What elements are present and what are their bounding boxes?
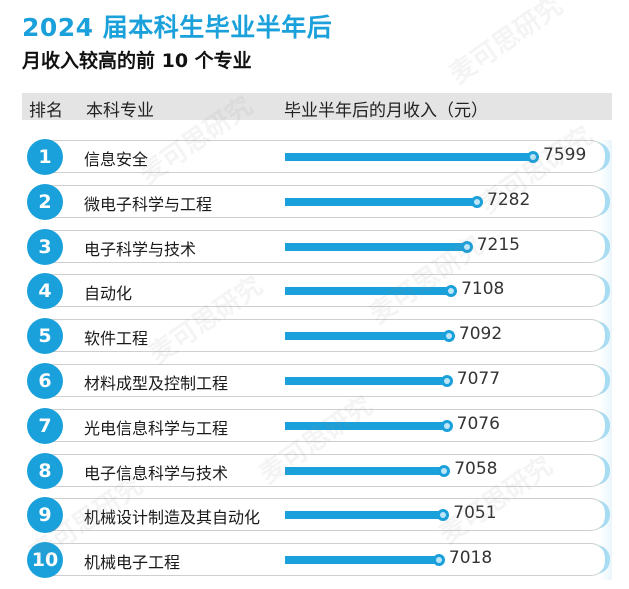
rank-badge: 5 [27,318,63,355]
bar-end-dot [437,509,450,522]
bar-end-dot [442,330,455,343]
table-row: 7 光电信息科学与工程 7076 [0,406,629,446]
salary-bar [285,466,445,475]
header-major: 本科专业 [86,101,154,121]
salary-bar [285,377,447,385]
table-row: 2 微电子科学与工程 7282 [0,182,629,222]
bar-end-dot [440,375,453,387]
bar-end-dot [471,195,484,208]
major-label: 机械设计制造及其自动化 [84,508,261,528]
table-header: 排名 本科专业 毕业半年后的月收入（元） [22,93,612,121]
salary-value: 7076 [456,413,500,434]
row-pill-accent [596,545,610,575]
chart-title: 2024 届本科生毕业半年后 [22,13,333,42]
table-row: 10 机械电子工程 7018 [0,540,629,580]
row-pill-accent [596,231,610,261]
row-pill-accent [596,455,610,485]
rank-badge: 6 [27,363,63,399]
table-row: 3 电子科学与技术 7215 [0,227,629,267]
table-row: 5 软件工程 7092 [0,316,629,356]
major-label: 信息安全 [84,150,149,169]
major-label: 电子信息科学与技术 [84,463,229,483]
salary-value: 7282 [487,189,531,210]
table-row: 1 信息安全 7599 [0,137,629,177]
row-pill-accent [596,500,610,530]
salary-bar [285,511,444,520]
salary-bar [285,153,533,161]
rank-badge: 2 [27,183,63,220]
salary-bar [285,242,467,251]
salary-bar [285,287,452,296]
row-pill-accent [596,366,610,395]
bar-end-dot [438,464,451,477]
major-label: 微电子科学与工程 [84,194,213,214]
rank-badge: 10 [27,542,63,579]
rank-badge: 1 [27,139,63,175]
major-label: 软件工程 [84,329,149,349]
salary-value: 7092 [458,324,503,345]
table-row: 4 自动化 7108 [0,271,629,311]
bar-end-dot [440,419,453,432]
major-label: 机械电子工程 [84,553,181,573]
rank-badge: 3 [27,228,63,265]
salary-value: 7599 [543,145,587,165]
salary-value: 7051 [453,503,497,524]
salary-bar [285,556,439,565]
bar-end-dot [460,240,473,253]
rank-badge: 7 [27,407,63,444]
header-salary: 毕业半年后的月收入（元） [284,101,488,121]
bar-end-dot [445,285,458,298]
chart-subtitle: 月收入较高的前 10 个专业 [22,50,252,72]
salary-value: 7058 [454,458,498,479]
rank-badge: 8 [27,452,63,489]
table-row: 9 机械设计制造及其自动化 7051 [0,495,629,535]
rank-badge: 4 [27,273,63,310]
rank-badge: 9 [27,497,63,534]
major-label: 自动化 [84,284,133,304]
major-label: 材料成型及控制工程 [84,374,229,393]
watermark-text: 麦可思研究 [444,0,569,91]
salary-value: 7215 [476,234,520,255]
salary-bar [285,197,478,206]
bar-end-dot [527,151,539,163]
header-rank: 排名 [29,101,63,121]
salary-value: 7108 [461,279,505,300]
table-row: 6 材料成型及控制工程 7077 [0,361,629,401]
salary-bar [285,332,449,341]
row-pill-accent [596,410,610,440]
row-pill-accent [596,321,610,351]
salary-value: 7018 [448,548,493,569]
table-row: 8 电子信息科学与技术 7058 [0,451,629,491]
row-pill-accent [596,142,610,171]
bar-end-dot [432,554,445,567]
row-pill-accent [596,276,610,306]
salary-value: 7077 [456,369,501,389]
major-label: 光电信息科学与工程 [84,418,229,438]
major-label: 电子科学与技术 [84,239,197,259]
row-pill-accent [596,186,610,216]
salary-bar [285,421,447,430]
